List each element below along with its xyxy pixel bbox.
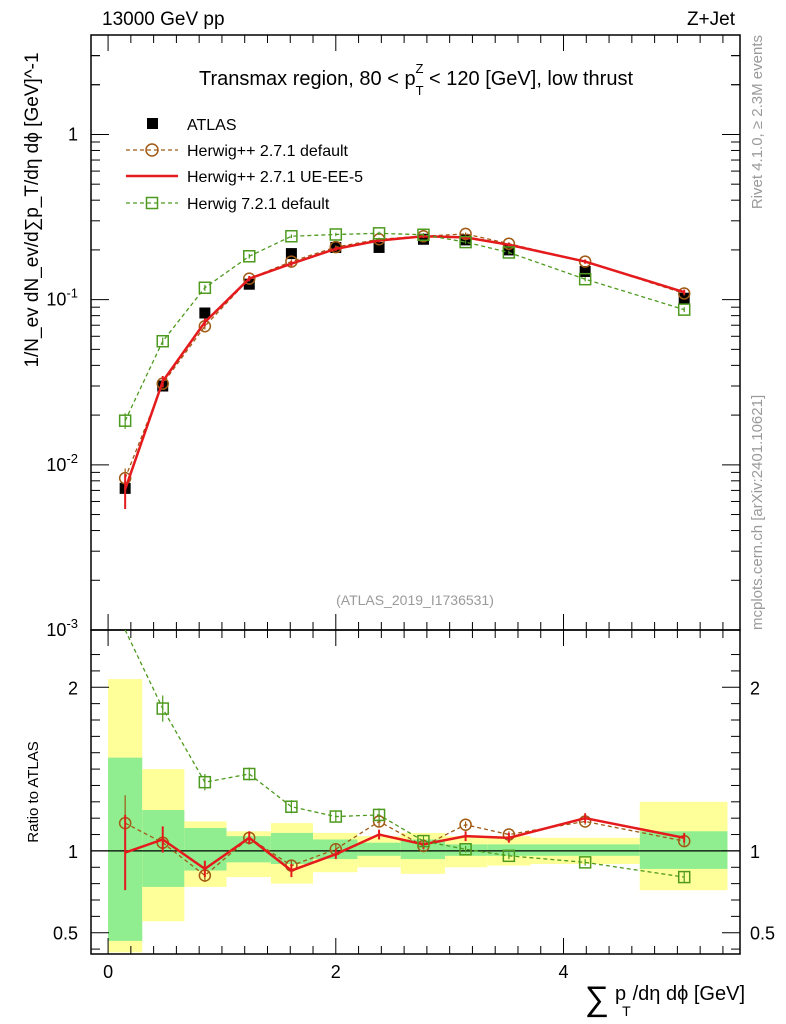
process-label: Z+Jet <box>687 9 736 30</box>
main-circle-marker <box>459 227 472 241</box>
main-series-2 <box>123 234 686 510</box>
legend-marker-herwig7 <box>145 196 159 210</box>
atlas-data-point <box>579 266 591 278</box>
ratio-y-tick-label-right: 1 <box>750 842 760 862</box>
main-square-marker <box>578 272 592 286</box>
main-y-tick-label: 10-3 <box>46 616 78 640</box>
energy-label: 13000 GeV pp <box>102 9 225 30</box>
ratio-y-tick-label-right: 2 <box>750 678 760 698</box>
main-y-tick-label: 10-2 <box>46 451 78 475</box>
plot-title: Transmax region, 80 < pTZ < 120 [GeV], l… <box>199 61 633 98</box>
main-series-line <box>124 233 685 479</box>
ratio-square-marker <box>243 767 256 781</box>
legend-marker-herwigpp-default <box>145 143 159 157</box>
legend-entry-herwig7: Herwig 7.2.1 default <box>126 196 330 213</box>
side-label-rivet: Rivet 4.1.0, ≥ 2.3M events <box>749 35 766 209</box>
ratio-series-1 <box>124 813 686 891</box>
ratio-square-marker <box>285 800 298 813</box>
main-y-tick-label: 10-1 <box>46 286 78 310</box>
main-square-marker <box>285 229 298 243</box>
x-tick-label: 2 <box>331 962 341 982</box>
main-square-marker <box>417 228 430 242</box>
x-tick-label: 0 <box>103 962 113 982</box>
x-axis-label-sum: ∑ <box>585 980 609 1018</box>
ratio-square-marker <box>459 843 472 856</box>
main-square-marker <box>677 303 691 316</box>
ratio-square-marker <box>417 834 430 848</box>
x-tick-label: 4 <box>559 962 569 982</box>
legend-entry-herwigpp-ueee5: Herwig++ 2.7.1 UE-EE-5 <box>126 169 363 186</box>
ratio-plot-frame <box>90 629 741 955</box>
ratio-series-line <box>124 816 685 872</box>
ratio-square-marker <box>578 856 592 869</box>
ratio-y-axis-label: Ratio to ATLAS <box>25 741 42 842</box>
ratio-circle-marker <box>459 818 472 831</box>
legend: ATLAS Herwig++ 2.7.1 default Herwig++ 2.… <box>126 117 363 213</box>
legend-marker-atlas <box>147 118 158 129</box>
atlas-data-point <box>417 233 429 245</box>
legend-label-herwigpp-ueee5: Herwig++ 2.7.1 UE-EE-5 <box>187 169 363 186</box>
ratio-y-tick-label: 2 <box>68 678 78 698</box>
main-y-axis-label: 1/N_ev dN_ev/d∑p_T/dη dϕ [GeV]^-1 <box>22 52 43 367</box>
main-square-marker <box>459 235 472 249</box>
ratio-series <box>118 629 691 891</box>
main-square-marker <box>329 228 343 241</box>
ratio-series-line <box>124 820 685 877</box>
ratio-y-tick-label-right: 0.5 <box>750 924 775 944</box>
main-axes: 1 10-1 10-2 10-3 0 2 4 <box>46 34 740 982</box>
atlas-data-point <box>199 307 211 319</box>
main-circle-marker <box>243 272 256 285</box>
ratio-series-2 <box>124 629 691 884</box>
main-square-marker <box>372 227 386 240</box>
ratio-y-tick-label: 0.5 <box>53 924 78 944</box>
plot-title-sup: Z <box>416 61 424 76</box>
legend-entry-herwigpp-default: Herwig++ 2.7.1 default <box>126 143 349 160</box>
main-square-marker <box>243 250 256 263</box>
legend-entry-atlas: ATLAS <box>147 117 237 134</box>
side-label-mcplots: mcplots.cern.ch [arXiv:2401.10621] <box>749 395 766 630</box>
legend-label-atlas: ATLAS <box>187 117 237 134</box>
main-series-line <box>123 234 685 490</box>
main-series-3 <box>118 227 691 429</box>
main-series-0 <box>119 233 690 494</box>
atlas-data-point <box>373 241 385 253</box>
ratio-square-marker <box>372 808 386 822</box>
main-series <box>118 227 691 510</box>
main-series-line <box>124 232 685 421</box>
plot-title-part1: Transmax region, 80 < p <box>199 68 416 90</box>
legend-label-herwig7: Herwig 7.2.1 default <box>187 196 330 213</box>
main-square-marker <box>156 334 169 348</box>
ratio-y-tick-label: 1 <box>68 842 78 862</box>
ratio-square-marker <box>677 870 691 884</box>
atlas-data-point <box>285 248 297 260</box>
ratio-square-marker <box>502 849 516 863</box>
main-square-marker <box>198 281 212 295</box>
main-y-tick-label: 1 <box>68 124 78 144</box>
main-square-marker <box>118 414 132 427</box>
ratio-square-marker <box>198 775 212 789</box>
ratio-stat-band-bin <box>357 842 401 856</box>
x-axis-label-rest: /dη dϕ [GeV] <box>633 983 745 1005</box>
analysis-label: (ATLAS_2019_I1736531) <box>336 592 494 608</box>
ratio-square-marker <box>156 702 169 715</box>
legend-label-herwigpp-default: Herwig++ 2.7.1 default <box>187 143 349 160</box>
ratio-axes: 0.5 0.5 1 1 2 2 <box>53 654 775 950</box>
ratio-square-marker <box>329 810 343 823</box>
x-axis-label-p: p <box>615 983 626 1005</box>
ratio-bands <box>108 679 728 953</box>
main-square-marker <box>502 246 516 259</box>
ratio-series-line <box>124 629 685 878</box>
ratio-stat-band-bin <box>530 844 640 856</box>
x-axis-label: ∑ p T/dη dϕ [GeV] <box>585 980 745 1019</box>
x-axis-label-sub: T <box>622 1003 631 1019</box>
plot-title-sub: T <box>416 83 424 98</box>
main-circle-marker <box>677 287 691 300</box>
plot-title-part2: < 120 [GeV], low thrust <box>423 68 633 90</box>
